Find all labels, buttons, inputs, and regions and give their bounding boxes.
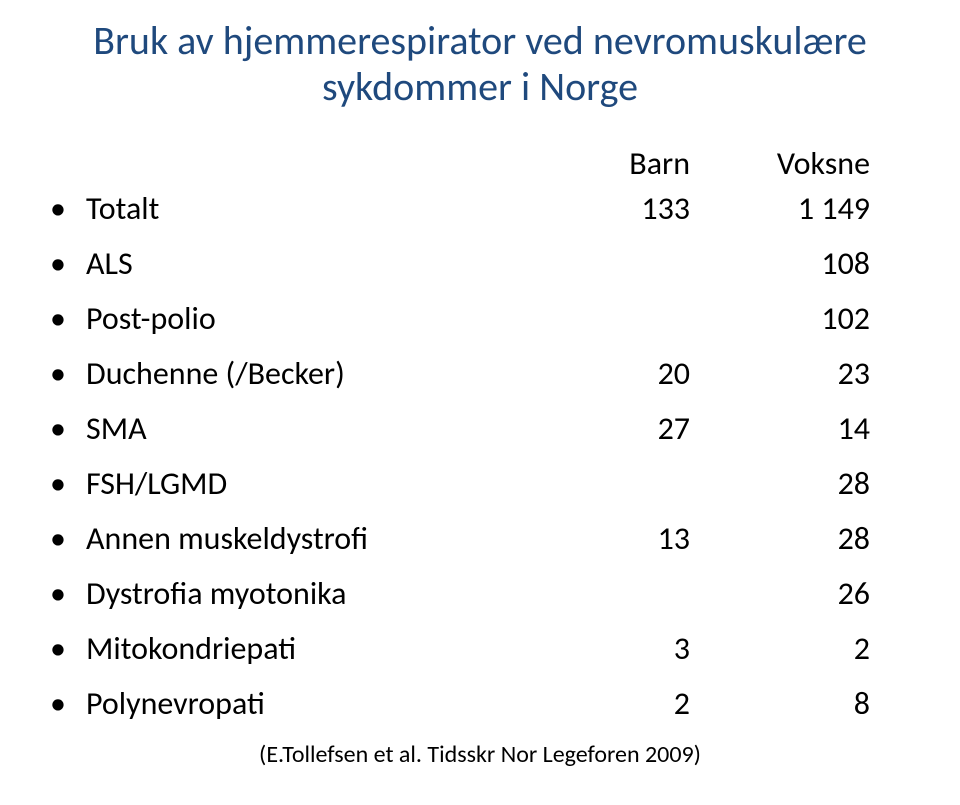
bullet-icon: • (50, 244, 86, 283)
table-row: •FSH/LGMD 28 (50, 464, 910, 519)
row-voksne-value: 14 (690, 409, 870, 448)
row-barn-value: 3 (550, 629, 690, 668)
bullet-icon: • (50, 189, 86, 228)
bullet-icon: • (50, 464, 86, 503)
row-barn-value: 27 (550, 409, 690, 448)
row-barn-value: 13 (550, 519, 690, 558)
row-voksne-value: 2 (690, 629, 870, 668)
table-row: •Mitokondriepati32 (50, 629, 910, 684)
bullet-icon: • (50, 354, 86, 393)
row-label: Polynevropati (86, 684, 550, 723)
table-row: •SMA2714 (50, 409, 910, 464)
row-label: Post-polio (86, 299, 550, 338)
header-barn: Barn (550, 144, 690, 183)
title-line-2: sykdommer i Norge (322, 62, 638, 111)
row-label: Mitokondriepati (86, 629, 550, 668)
header-voksne: Voksne (690, 144, 870, 183)
table-row: •ALS 108 (50, 244, 910, 299)
bullet-icon: • (50, 574, 86, 613)
table-row: •Annen muskeldystrofi1328 (50, 519, 910, 574)
row-barn-value: 2 (550, 684, 690, 723)
row-voksne-value: 28 (690, 464, 870, 503)
table-row: •Duchenne (/Becker)2023 (50, 354, 910, 409)
row-barn-value: 20 (550, 354, 690, 393)
table-row: •Polynevropati28 (50, 684, 910, 739)
bullet-icon: • (50, 299, 86, 338)
table-row: •Dystrofia myotonika 26 (50, 574, 910, 629)
row-label: FSH/LGMD (86, 464, 550, 503)
bullet-icon: • (50, 519, 86, 558)
row-voksne-value: 102 (690, 299, 870, 338)
row-label: Totalt (86, 189, 550, 228)
slide: Bruk av hjemmerespirator ved nevromuskul… (0, 0, 960, 805)
bullet-icon: • (50, 684, 86, 723)
row-voksne-value: 8 (690, 684, 870, 723)
row-voksne-value: 26 (690, 574, 870, 613)
row-barn-value: 133 (550, 189, 690, 228)
data-rows: •Totalt1331 149•ALS108•Post-polio102•Duc… (50, 189, 910, 739)
bullet-icon: • (50, 629, 86, 668)
row-voksne-value: 23 (690, 354, 870, 393)
row-voksne-value: 108 (690, 244, 870, 283)
row-label: ALS (86, 244, 550, 283)
table-header-row: Barn Voksne (50, 144, 910, 183)
citation: (E.Tollefsen et al. Tidsskr Nor Legefore… (0, 740, 960, 769)
row-label: Annen muskeldystrofi (86, 519, 550, 558)
row-label: Dystrofia myotonika (86, 574, 550, 613)
row-voksne-value: 28 (690, 519, 870, 558)
slide-title: Bruk av hjemmerespirator ved nevromuskul… (50, 18, 910, 110)
bullet-icon: • (50, 409, 86, 448)
row-voksne-value: 1 149 (690, 189, 870, 228)
title-line-1: Bruk av hjemmerespirator ved nevromuskul… (93, 16, 867, 65)
row-label: Duchenne (/Becker) (86, 354, 550, 393)
table-row: •Post-polio 102 (50, 299, 910, 354)
header-spacer (50, 144, 550, 183)
table-row: •Totalt1331 149 (50, 189, 910, 244)
row-label: SMA (86, 409, 550, 448)
